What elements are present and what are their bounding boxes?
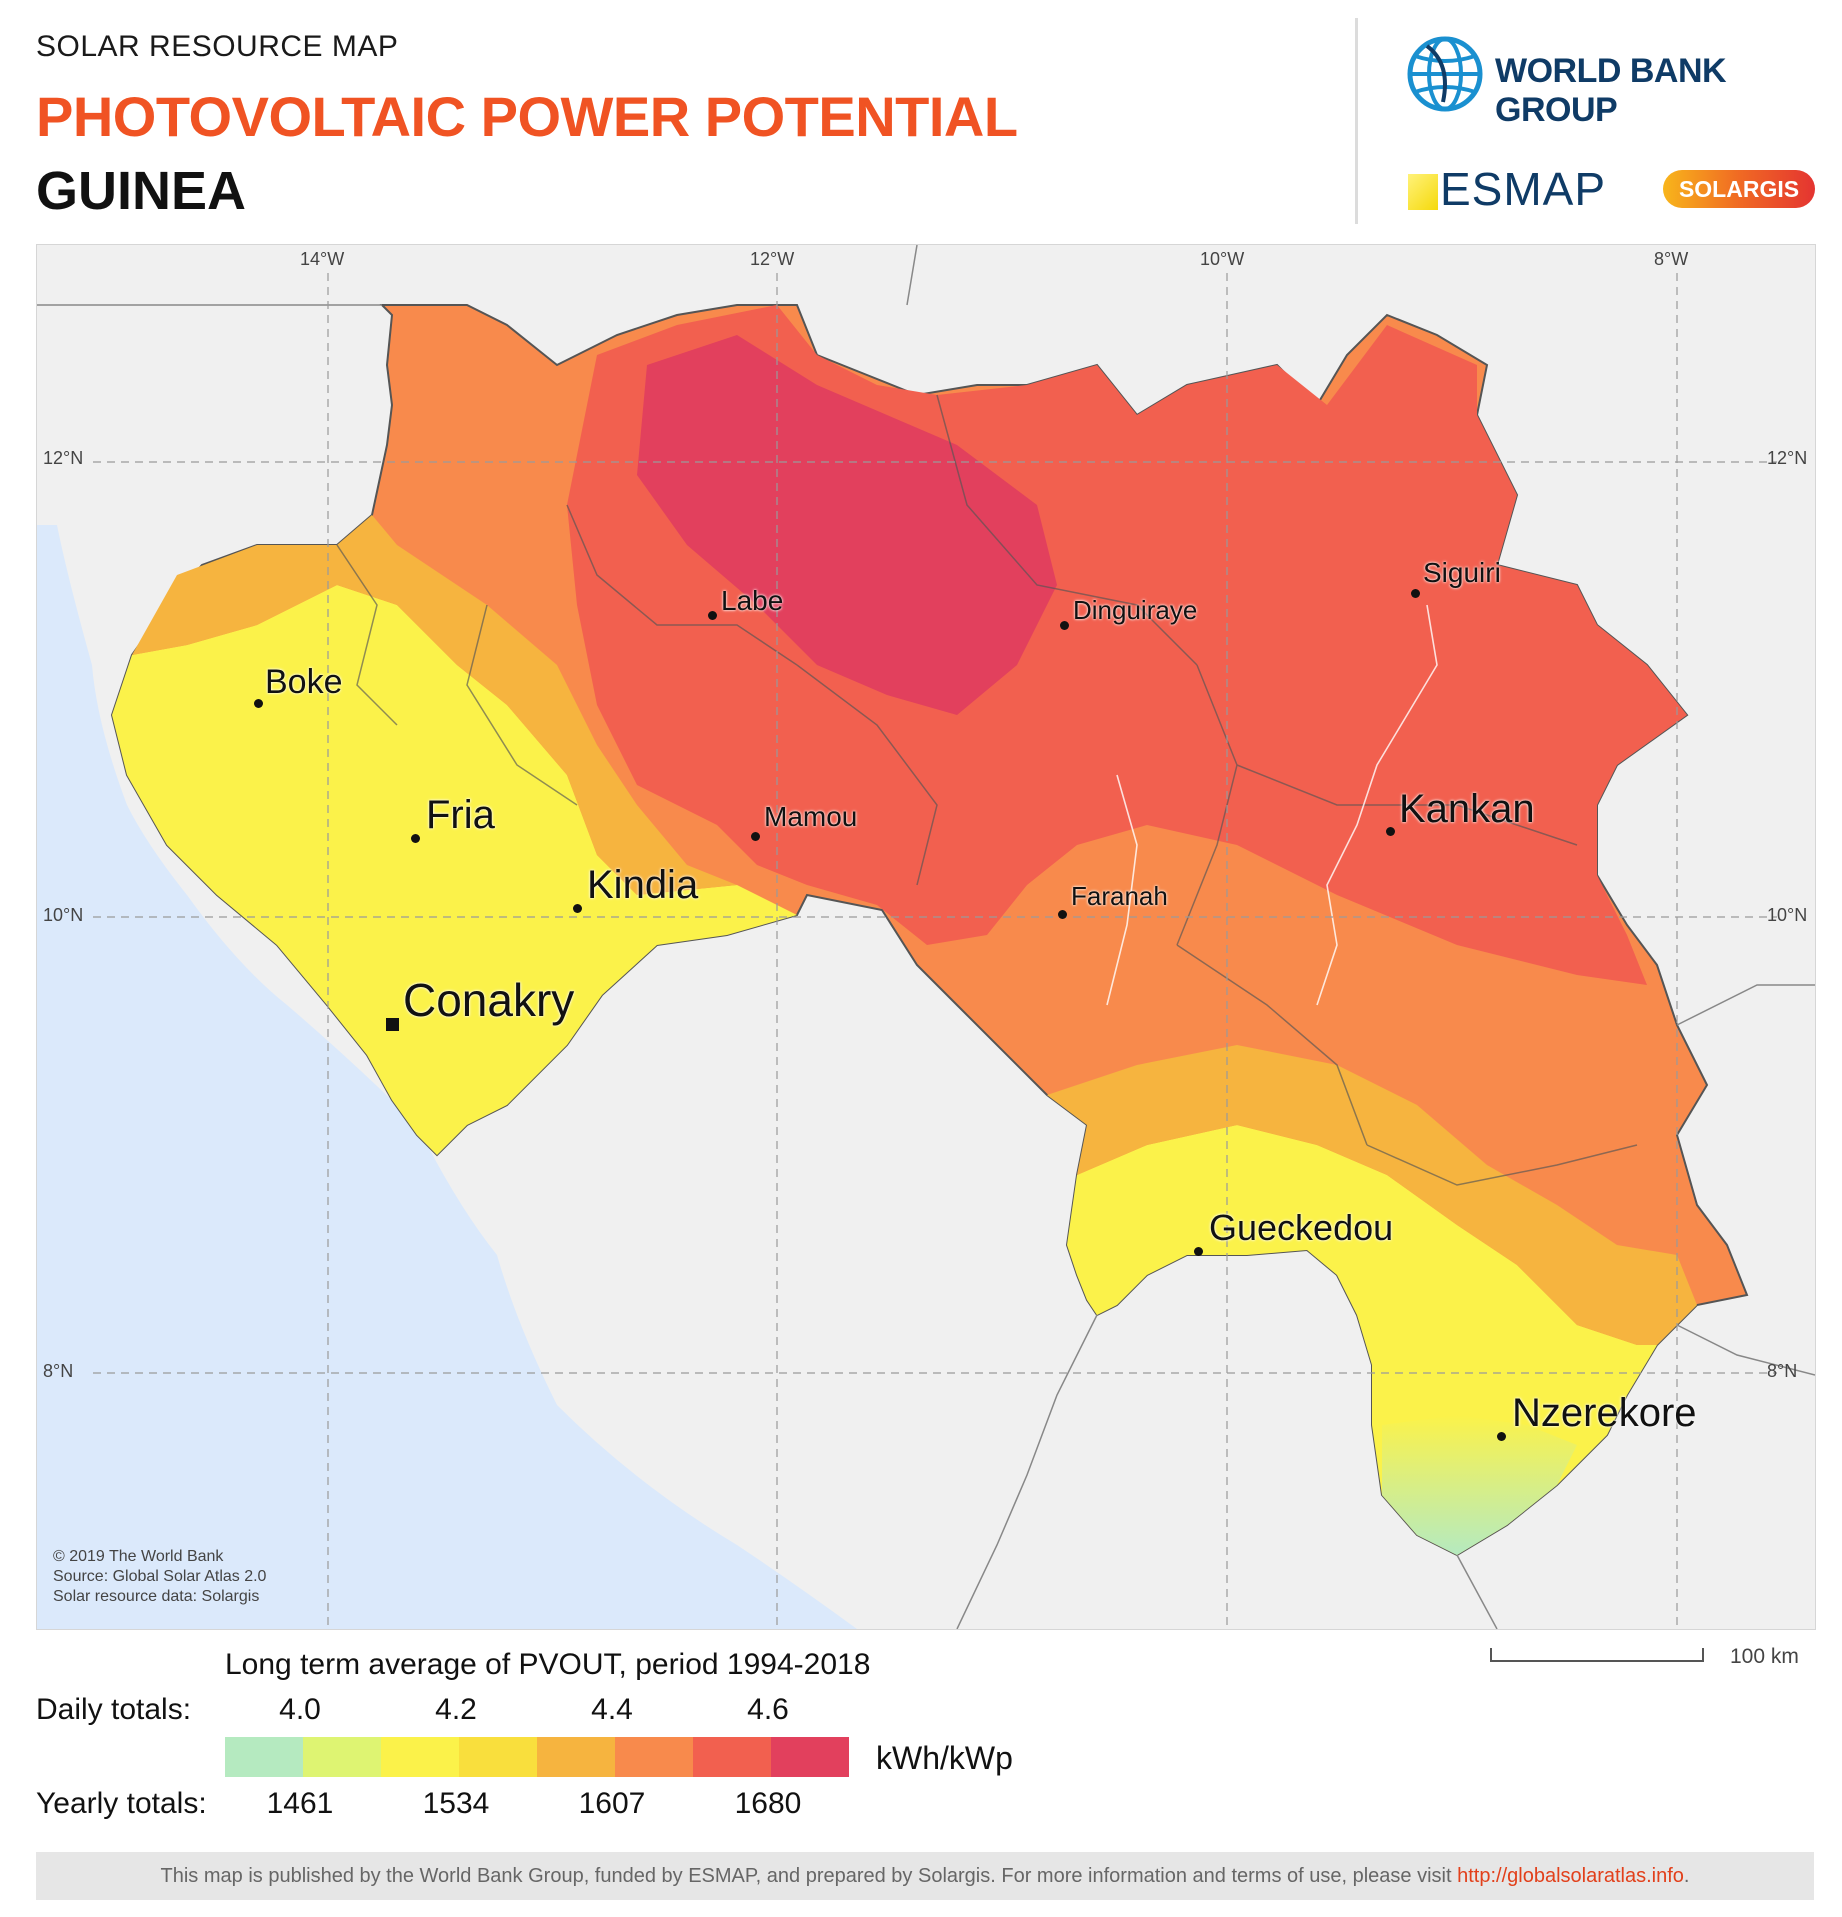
city-marker-nzerekore[interactable] [1497,1432,1506,1441]
legend-daily-4-6: 4.6 [747,1693,789,1726]
legend-swatch-8 [771,1737,849,1777]
city-label-mamou: Mamou [764,801,858,832]
coastal-mid-zone [132,515,737,895]
graticule [93,273,1777,1629]
legend-swatch-4 [459,1737,537,1777]
solargis-logo: SOLARGIS [1663,170,1815,208]
lat-label-12n-left: 12°N [43,448,84,468]
legend-yearly-1607: 1607 [578,1787,646,1820]
legend-daily-4-4: 4.4 [591,1693,633,1726]
city-label-gueckedou: Gueckedou [1209,1207,1394,1248]
header-divider [1355,18,1358,224]
southern-mid-zone [1047,1045,1697,1345]
city-label-nzerekore: Nzerekore [1512,1391,1697,1435]
legend-title: Long term average of PVOUT, period 1994-… [225,1648,871,1681]
footer-end: . [1683,1865,1690,1887]
city-marker-dinguiraye[interactable] [1060,621,1069,630]
lat-label-10n-left: 10°N [43,905,84,925]
map-canvas [37,245,1815,1629]
city-marker-mamou[interactable] [751,832,760,841]
city-marker-boke[interactable] [254,699,263,708]
city-label-labe: Labe [721,585,784,616]
map-credits: © 2019 The World Bank Source: Global Sol… [53,1547,266,1607]
legend-yearly-1534: 1534 [422,1787,490,1820]
city-label-boke: Boke [265,663,343,701]
legend-swatch-7 [693,1737,771,1777]
neighbour-borders [37,245,1815,1629]
world-bank-globe-icon [1407,36,1483,112]
southeast-green-zone [1382,1415,1577,1555]
city-marker-kindia[interactable] [573,904,582,913]
rivers [1106,604,1438,1006]
scale-label: 100 km [1730,1645,1799,1668]
ocean-area [37,245,857,1629]
lat-label-10n-right: 10°N [1767,905,1808,925]
city-marker-fria[interactable] [411,834,420,843]
city-marker-faranah[interactable] [1058,910,1067,919]
world-bank-logo-text: WORLD BANK GROUP [1495,52,1727,129]
credit-copyright: © 2019 The World Bank [53,1548,224,1565]
lat-label-8n-right: 8°N [1767,1361,1798,1381]
lon-label-12w: 12°W [750,249,795,269]
very-high-potential-zone [637,335,1057,715]
footer-note: This map is published by the World Bank … [36,1852,1814,1900]
legend-yearly-1680: 1680 [734,1787,802,1820]
capital-marker-conakry[interactable] [386,1018,399,1031]
legend-unit: kWh/kWp [876,1740,1013,1776]
country-name: GUINEA [36,161,247,221]
region-borders [336,394,1638,1186]
coastal-low-zone [112,585,797,1155]
legend-yearly-1461: 1461 [266,1787,334,1820]
city-label-faranah: Faranah [1071,881,1168,911]
city-label-kindia: Kindia [587,863,699,907]
legend-swatch-2 [303,1737,381,1777]
lon-label-14w: 14°W [300,249,345,269]
footer-link[interactable]: http://globalsolaratlas.info [1457,1865,1684,1887]
map-title: PHOTOVOLTAIC POWER POTENTIAL [36,85,1018,148]
legend-swatch-3 [381,1737,459,1777]
city-label-fria: Fria [426,793,495,837]
lon-label-8w: 8°W [1654,249,1689,269]
city-label-dinguiraye: Dinguiraye [1073,595,1198,625]
lat-label-8n-left: 8°N [43,1361,74,1381]
map-panel[interactable]: 14°W 12°W 10°W 8°W 12°N 12°N 10°N 10°N 8… [36,244,1816,1630]
legend-daily-4-0: 4.0 [279,1693,321,1726]
footer-text: This map is published by the World Bank … [160,1865,1458,1887]
esmap-logo-text: ESMAP [1440,163,1607,215]
esmap-sun-icon [1408,174,1438,210]
legend-daily-label: Daily totals: [36,1693,192,1726]
city-marker-gueckedou[interactable] [1194,1247,1203,1256]
lon-label-10w: 10°W [1200,249,1245,269]
legend-swatch-1 [225,1737,303,1777]
city-marker-kankan[interactable] [1386,827,1395,836]
city-label-kankan: Kankan [1399,787,1535,831]
credit-data: Solar resource data: Solargis [53,1588,260,1605]
city-marker-labe[interactable] [708,611,717,620]
legend-yearly-label: Yearly totals: [36,1787,207,1820]
lat-label-12n-right: 12°N [1767,448,1808,468]
city-label-siguiri: Siguiri [1423,557,1501,588]
credit-source: Source: Global Solar Atlas 2.0 [53,1568,267,1585]
city-label-conakry: Conakry [403,974,575,1026]
map-subtitle: SOLAR RESOURCE MAP [36,30,399,63]
scale-bar [1490,1648,1704,1662]
legend-swatch-5 [537,1737,615,1777]
legend-swatch-6 [615,1737,693,1777]
city-marker-siguiri[interactable] [1411,589,1420,598]
legend-daily-4-2: 4.2 [435,1693,477,1726]
